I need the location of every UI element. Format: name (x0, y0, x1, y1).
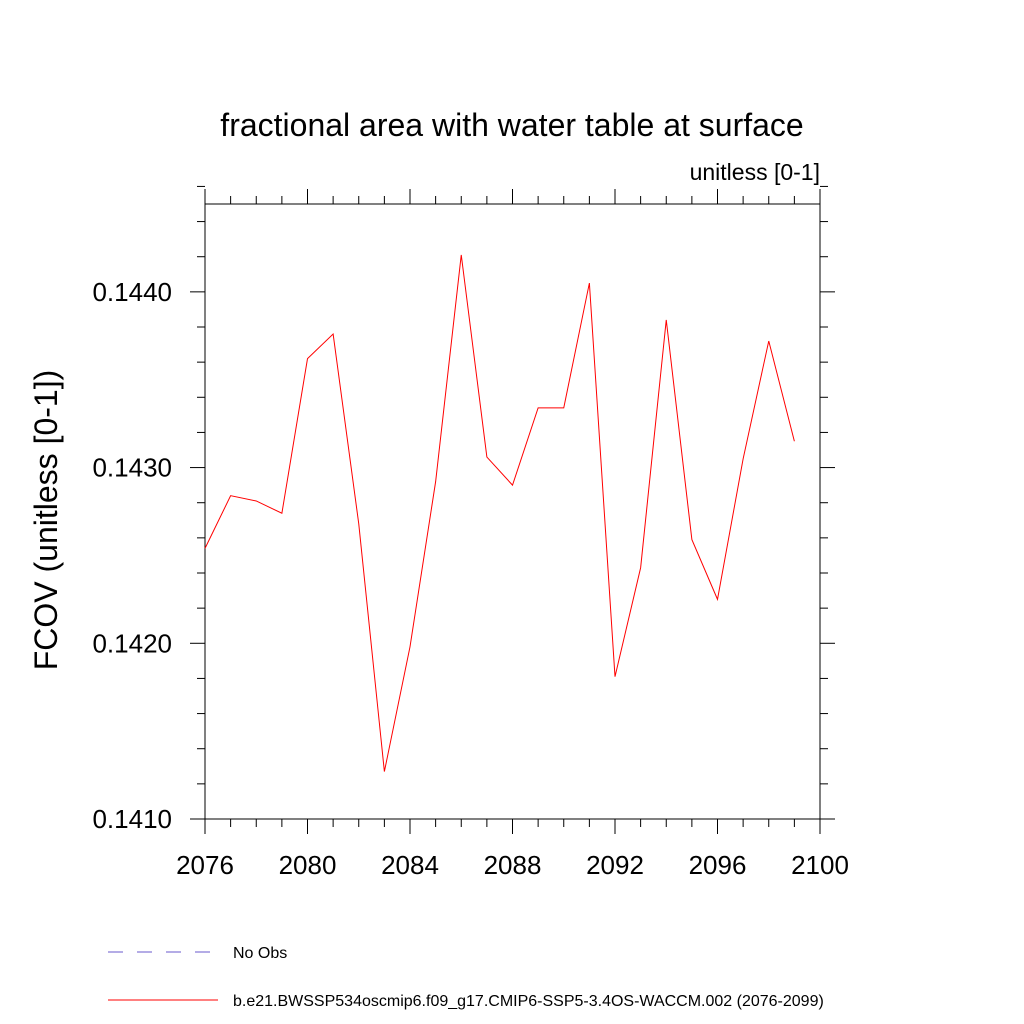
x-tick-label: 2092 (586, 850, 644, 880)
x-tick-label: 2084 (381, 850, 439, 880)
y-axis-label: FCOV (unitless [0-1]) (28, 370, 64, 671)
y-tick-label: 0.1430 (92, 453, 172, 483)
legend-label: No Obs (233, 945, 287, 962)
legend: No Obs b.e21.BWSSP534oscmip6.f09_g17.CMIP… (108, 945, 824, 1010)
axis-ticks: 2076 2080 2084 2088 2092 2096 2100 0.1410 0.1420… (92, 185, 849, 880)
y-tick-label: 0.1440 (92, 277, 172, 307)
series-line (204, 254, 795, 772)
series-layer (204, 254, 795, 772)
y-tick-label: 0.1420 (92, 628, 172, 658)
x-tick-label: 2100 (791, 850, 849, 880)
x-tick-label: 2076 (176, 850, 234, 880)
x-tick-label: 2096 (689, 850, 747, 880)
chart-title: fractional area with water table at surf… (220, 107, 803, 143)
chart-subtitle: unitless [0-1] (690, 159, 820, 185)
y-tick-label: 0.1410 (92, 804, 172, 834)
legend-label: b.e21.BWSSP534oscmip6.f09_g17.CMIP6-SSP5… (233, 993, 824, 1010)
x-tick-label: 2080 (279, 850, 337, 880)
x-tick-label: 2088 (484, 850, 542, 880)
plot-frame (204, 203, 821, 820)
